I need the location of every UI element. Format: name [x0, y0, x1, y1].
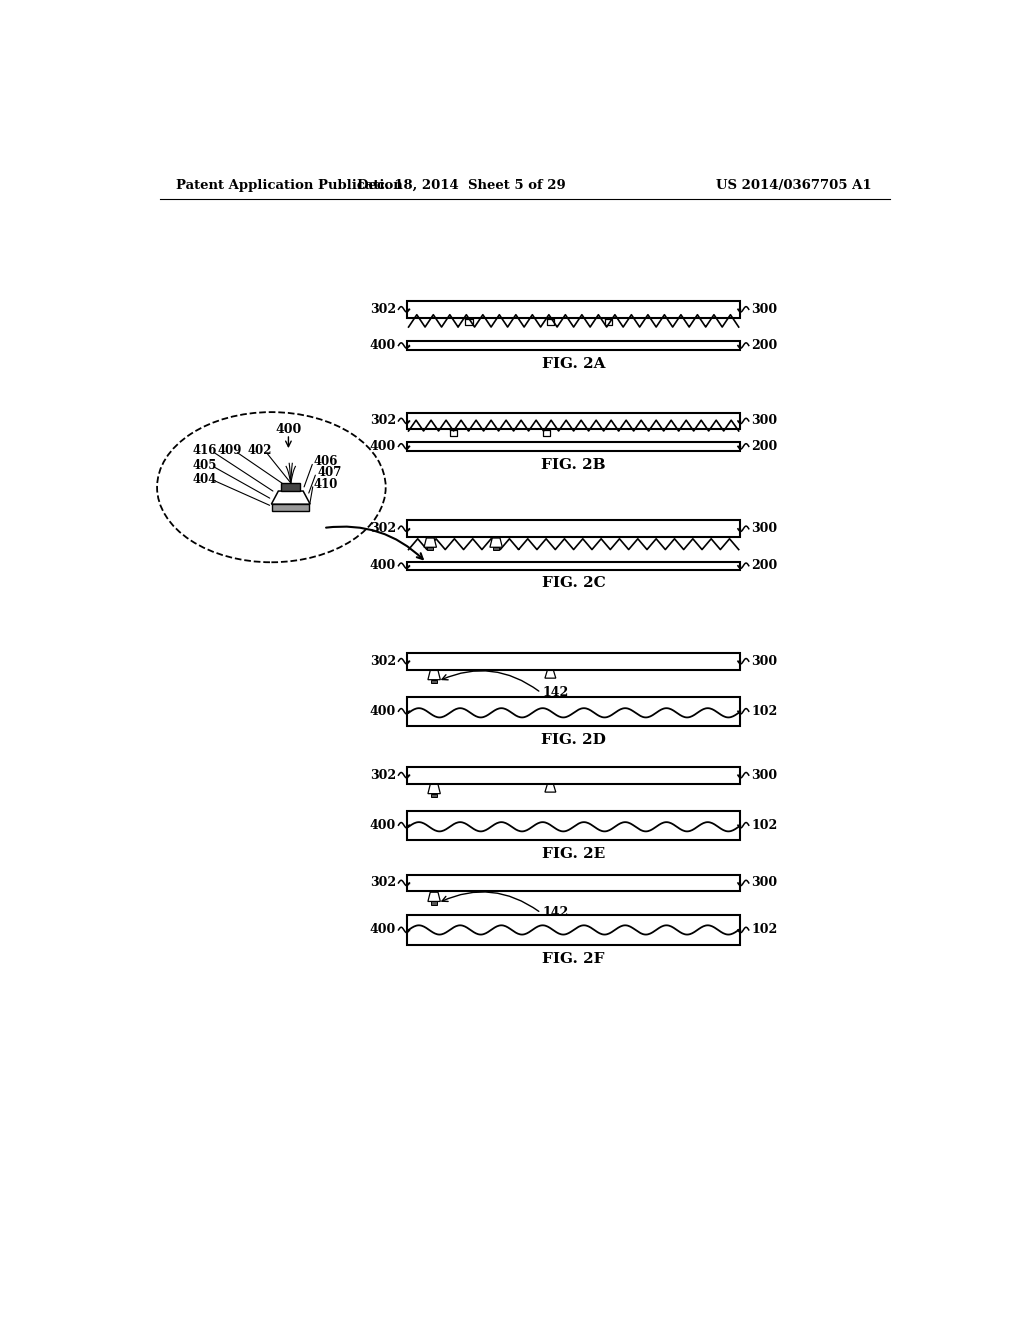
Polygon shape — [424, 539, 436, 548]
Text: 200: 200 — [751, 339, 777, 352]
Text: 400: 400 — [370, 560, 396, 573]
Text: 406: 406 — [314, 455, 338, 469]
Bar — [282, 483, 300, 491]
Text: 300: 300 — [751, 523, 777, 536]
Bar — [407, 301, 740, 318]
Text: Patent Application Publication: Patent Application Publication — [176, 178, 402, 191]
Text: 400: 400 — [370, 705, 396, 718]
Text: 400: 400 — [370, 818, 396, 832]
Text: FIG. 2A: FIG. 2A — [542, 356, 605, 371]
Text: 302: 302 — [370, 876, 396, 890]
Text: Dec. 18, 2014  Sheet 5 of 29: Dec. 18, 2014 Sheet 5 of 29 — [357, 178, 565, 191]
Text: 302: 302 — [370, 414, 396, 428]
Text: 407: 407 — [317, 466, 341, 479]
Text: 400: 400 — [370, 924, 396, 936]
Bar — [407, 697, 740, 726]
Bar — [407, 412, 740, 429]
Bar — [493, 548, 500, 550]
Text: FIG. 2C: FIG. 2C — [542, 577, 605, 590]
Text: 416: 416 — [193, 445, 217, 458]
Bar — [407, 767, 740, 784]
Text: 200: 200 — [751, 440, 777, 453]
Text: FIG. 2B: FIG. 2B — [542, 458, 606, 471]
Text: 300: 300 — [751, 768, 777, 781]
Text: FIG. 2E: FIG. 2E — [542, 846, 605, 861]
Text: 302: 302 — [370, 768, 396, 781]
Text: 402: 402 — [248, 445, 271, 458]
Text: 300: 300 — [751, 302, 777, 315]
Polygon shape — [428, 892, 440, 902]
Text: 200: 200 — [751, 560, 777, 573]
Bar — [407, 653, 740, 669]
Text: 300: 300 — [751, 876, 777, 890]
Text: 404: 404 — [193, 473, 217, 486]
Bar — [431, 902, 437, 904]
Text: 102: 102 — [751, 705, 777, 718]
Bar — [407, 562, 740, 570]
Text: 405: 405 — [193, 459, 217, 473]
Bar — [272, 504, 309, 511]
Text: 400: 400 — [370, 440, 396, 453]
Text: 410: 410 — [314, 478, 338, 491]
Polygon shape — [271, 491, 310, 504]
Bar — [407, 341, 740, 350]
Bar — [407, 810, 740, 840]
Bar — [407, 520, 740, 537]
Bar — [427, 548, 433, 550]
Text: 400: 400 — [275, 422, 301, 436]
Bar — [407, 915, 740, 945]
Polygon shape — [545, 784, 556, 792]
Text: 102: 102 — [751, 924, 777, 936]
Bar — [407, 442, 740, 451]
Text: 302: 302 — [370, 523, 396, 536]
Polygon shape — [545, 671, 556, 678]
Text: 142: 142 — [543, 686, 569, 700]
Text: 102: 102 — [751, 818, 777, 832]
Text: 409: 409 — [217, 445, 242, 458]
Bar — [431, 793, 437, 797]
Text: FIG. 2F: FIG. 2F — [543, 952, 605, 966]
Text: 400: 400 — [370, 339, 396, 352]
Text: 300: 300 — [751, 655, 777, 668]
Text: US 2014/0367705 A1: US 2014/0367705 A1 — [717, 178, 872, 191]
Text: FIG. 2D: FIG. 2D — [542, 733, 606, 747]
Polygon shape — [428, 671, 440, 680]
Text: 300: 300 — [751, 414, 777, 428]
Text: 302: 302 — [370, 655, 396, 668]
Bar — [431, 680, 437, 682]
Text: 142: 142 — [543, 907, 569, 920]
Polygon shape — [428, 784, 440, 793]
Text: 302: 302 — [370, 302, 396, 315]
Bar — [407, 875, 740, 891]
Polygon shape — [489, 539, 503, 548]
